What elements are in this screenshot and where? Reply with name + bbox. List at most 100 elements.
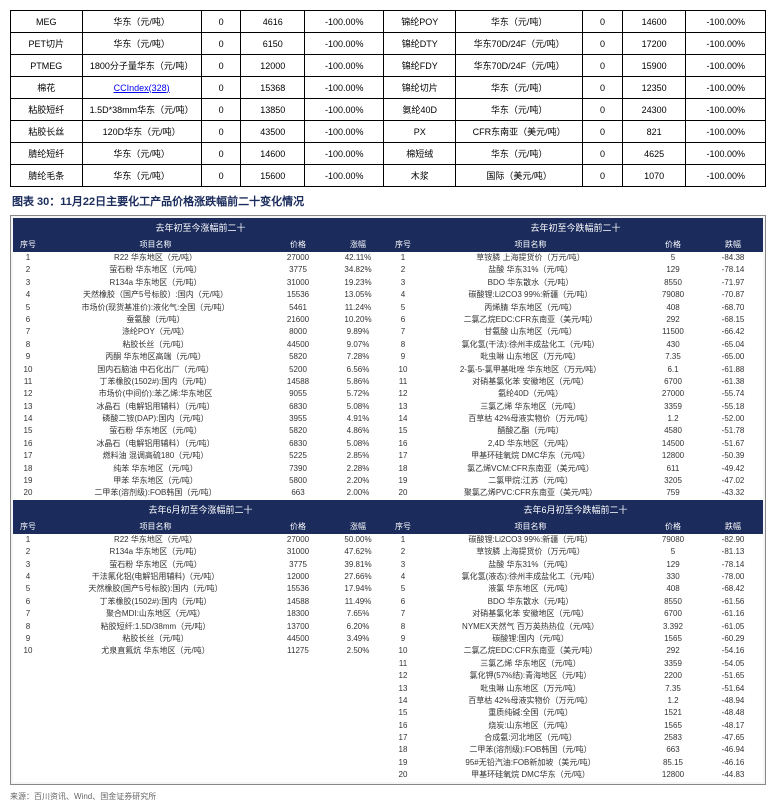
top-table-cell: 华东（元/吨） <box>82 11 201 33</box>
table-cell: 7.65% <box>328 608 388 620</box>
top-table-cell: -100.00% <box>686 121 766 143</box>
top-table-cell: 14600 <box>622 11 686 33</box>
table-cell <box>268 732 328 744</box>
table-cell: 2-氯-5-氯甲基吡唑 华东地区（万元/吨） <box>418 364 643 376</box>
table-row: 4干法氟化铝(电解铝用辅料)（元/吨）1200027.66%4氯化氢(液态):徐… <box>13 571 763 583</box>
table-cell: 85.15 <box>643 757 703 769</box>
table-cell: 19 <box>388 757 418 769</box>
table-cell: 8550 <box>643 277 703 289</box>
table-cell: 粘胶长丝（元/吨） <box>43 633 268 645</box>
top-table-cell: -100.00% <box>686 33 766 55</box>
table-row: 10尤泉直氟炕 华东地区（元/吨）112752.50%10二氯乙烷EDC:CFR… <box>13 645 763 657</box>
table-cell: 2 <box>388 264 418 276</box>
top-table-cell: 12350 <box>622 77 686 99</box>
table-row: 4天然橡胶（国产5号标胶）:国内（元/吨）1553613.05%4碳酸锂:Li2… <box>13 289 763 301</box>
table-cell: -66.42 <box>703 326 763 338</box>
top-table-cell: 0 <box>583 33 623 55</box>
table-cell: 15536 <box>268 289 328 301</box>
top-table-cell: 腈纶短纤 <box>11 143 83 165</box>
table-cell: 47.62% <box>328 546 388 558</box>
table-cell: 冰晶石（电解铝用辅料）（元/吨） <box>43 438 268 450</box>
table-cell: 5461 <box>268 302 328 314</box>
table-cell: 13 <box>13 401 43 413</box>
table-cell <box>13 670 43 682</box>
column-header: 跌幅 <box>703 519 763 534</box>
table-cell: 纯苯 华东地区（元/吨） <box>43 463 268 475</box>
table-cell: 9 <box>13 633 43 645</box>
table-cell: 甘氨酸 山东地区（元/吨） <box>418 326 643 338</box>
table-cell: 合成氨:河北地区（元/吨） <box>418 732 643 744</box>
table-cell: 6 <box>13 314 43 326</box>
table-cell: 3775 <box>268 559 328 571</box>
table-cell <box>328 670 388 682</box>
table-cell: 氯化氢(液态):徐州丰成盐化工（元/吨） <box>418 571 643 583</box>
table-cell: 百草枯 42%母液实物价（万元/吨） <box>418 413 643 425</box>
table-cell: 27000 <box>268 534 328 546</box>
table-cell: 二氯乙烷EDC:CFR东南亚（美元/吨） <box>418 314 643 326</box>
table-cell: 粘胶长丝（元/吨） <box>43 339 268 351</box>
top-table-cell: 1070 <box>622 165 686 187</box>
top-table-cell: 1.5D*38mm华东（元/吨） <box>82 99 201 121</box>
table-cell <box>268 695 328 707</box>
table-cell: -65.04 <box>703 339 763 351</box>
table-cell: 7 <box>388 326 418 338</box>
section2-right-title: 去年6月初至今跌幅前二十 <box>388 500 763 519</box>
table-cell: 6.1 <box>643 364 703 376</box>
top-table-cell: -100.00% <box>305 77 384 99</box>
table-cell: 二甲苯(溶剂级):FOB韩国（元/吨） <box>418 744 643 756</box>
table-cell: 31000 <box>268 546 328 558</box>
table-cell: -68.42 <box>703 583 763 595</box>
table-row: 20二甲苯(溶剂级):FOB韩国（元/吨）6632.00%20聚氯乙烯PVC:C… <box>13 487 763 499</box>
table-cell: 4 <box>13 289 43 301</box>
table-cell <box>13 757 43 769</box>
table-cell: -82.90 <box>703 534 763 546</box>
table-row: 5市场价(现货基准价):液化气:全国（元/吨）546111.24%5丙烯腈 华东… <box>13 302 763 314</box>
top-table-cell: 0 <box>201 99 241 121</box>
table-cell: 1565 <box>643 633 703 645</box>
table-cell: 6 <box>13 596 43 608</box>
table-row: 10国内石脑油 中石化出厂（元/吨）52006.56%102-氯-5-氯甲基吡唑… <box>13 364 763 376</box>
table-cell: -48.17 <box>703 720 763 732</box>
column-header: 项目名称 <box>418 237 643 252</box>
table-cell: 三氯乙烯 华东地区（元/吨） <box>418 401 643 413</box>
table-cell <box>268 670 328 682</box>
top-table-cell: -100.00% <box>305 143 384 165</box>
top-table-cell: 24300 <box>622 99 686 121</box>
table-cell <box>268 744 328 756</box>
table-cell: 408 <box>643 583 703 595</box>
table-cell <box>13 720 43 732</box>
table-cell: 3775 <box>268 264 328 276</box>
table-cell: 7.35 <box>643 683 703 695</box>
table-cell: 5.72% <box>328 388 388 400</box>
top-table-cell: 国际（美元/吨） <box>456 165 583 187</box>
table-cell: 天然橡胶(国产5号标胶):国内（元/吨） <box>43 583 268 595</box>
table-cell: 5 <box>13 302 43 314</box>
table-cell: -78.14 <box>703 264 763 276</box>
top-table-cell: 17200 <box>622 33 686 55</box>
top-table-cell: CFR东南亚（美元/吨） <box>456 121 583 143</box>
table-cell: 5 <box>388 583 418 595</box>
top-table-cell: 12000 <box>241 55 305 77</box>
table-cell: -55.18 <box>703 401 763 413</box>
table-cell: 12000 <box>268 571 328 583</box>
column-header: 涨幅 <box>328 237 388 252</box>
table-cell: 13 <box>388 683 418 695</box>
table-cell: 39.81% <box>328 559 388 571</box>
table-cell: 9 <box>388 351 418 363</box>
table-cell: -48.48 <box>703 707 763 719</box>
chart-title: 图表 30：11月22日主要化工产品价格涨跌幅前二十变化情况 <box>10 193 766 209</box>
table-cell <box>328 658 388 670</box>
table-cell: 8000 <box>268 326 328 338</box>
table-cell: 11.49% <box>328 596 388 608</box>
table-cell <box>43 732 268 744</box>
table-cell: -78.00 <box>703 571 763 583</box>
table-cell: -81.13 <box>703 546 763 558</box>
table-cell: 16 <box>388 438 418 450</box>
table-cell: 甲基环硅氧烷 DMC华东（元/吨） <box>418 450 643 462</box>
table-cell: 10.20% <box>328 314 388 326</box>
table-cell: 663 <box>268 487 328 499</box>
table-row: 2萤石粉 华东地区（元/吨）377534.82%2盐酸 华东31%（元/吨）12… <box>13 264 763 276</box>
table-row: 20甲基环硅氧烷 DMC华东（元/吨）12800-44.83 <box>13 769 763 781</box>
table-cell: 5820 <box>268 425 328 437</box>
table-cell: 1.2 <box>643 695 703 707</box>
